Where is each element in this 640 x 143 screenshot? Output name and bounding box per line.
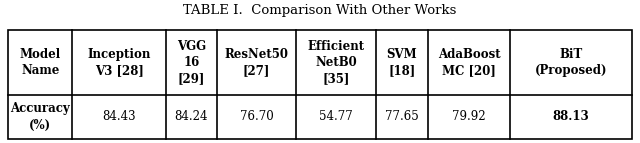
Text: AdaBoost
MC [20]: AdaBoost MC [20] (438, 48, 500, 77)
Bar (8, 30, 632, 139)
Text: SVM
[18]: SVM [18] (387, 48, 417, 77)
Text: 77.65: 77.65 (385, 111, 419, 123)
Text: VGG
16
[29]: VGG 16 [29] (177, 40, 206, 85)
Text: ResNet50
[27]: ResNet50 [27] (225, 48, 289, 77)
Text: Model
Name: Model Name (20, 48, 61, 77)
Text: Inception
V3 [28]: Inception V3 [28] (87, 48, 151, 77)
Text: Accuracy
(%): Accuracy (%) (10, 103, 70, 131)
Text: 84.24: 84.24 (175, 111, 208, 123)
Text: TABLE I.  Comparison With Other Works: TABLE I. Comparison With Other Works (183, 4, 457, 17)
Text: 54.77: 54.77 (319, 111, 353, 123)
Text: 84.43: 84.43 (102, 111, 136, 123)
Text: 88.13: 88.13 (553, 111, 589, 123)
Text: Efficient
NetB0
[35]: Efficient NetB0 [35] (308, 40, 365, 85)
Text: 79.92: 79.92 (452, 111, 486, 123)
Text: BiT
(Proposed): BiT (Proposed) (535, 48, 607, 77)
Text: 76.70: 76.70 (240, 111, 273, 123)
